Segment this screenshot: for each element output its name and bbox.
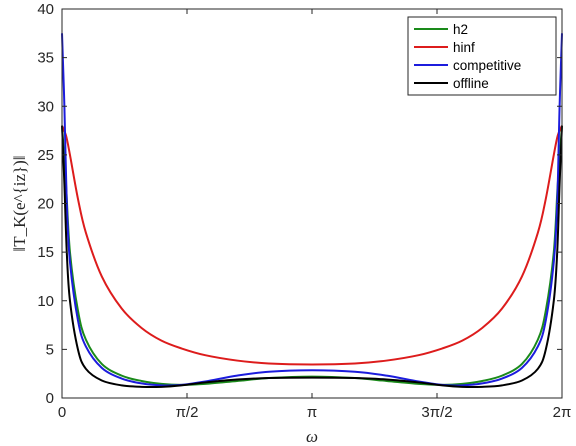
y-axis-label: ‖T_K(e^{iz})‖ (10, 155, 29, 251)
ticks-layer: 0 π/2 π 3π/2 2π 0 5 10 15 20 25 30 35 40 (37, 1, 571, 421)
x-tick-label: 0 (58, 404, 66, 421)
legend-label: h2 (453, 22, 468, 37)
x-tick-label: π (307, 404, 317, 421)
y-tick-label: 30 (37, 98, 54, 115)
legend: h2 hinf competitive offline (407, 16, 557, 96)
y-tick-label: 15 (37, 244, 54, 261)
y-tick-label: 40 (37, 1, 54, 18)
series-line-offline (61, 125, 563, 388)
y-tick-label: 25 (37, 147, 54, 164)
series-layer (61, 33, 563, 388)
y-tick-label: 0 (46, 390, 54, 407)
legend-label: offline (453, 76, 489, 91)
series-line-competitive (61, 33, 563, 387)
y-tick-label: 10 (37, 293, 54, 310)
y-tick-label: 5 (46, 341, 54, 358)
x-tick-label: 3π/2 (421, 404, 452, 421)
series-line-hinf (61, 125, 563, 366)
y-tick-label: 20 (37, 196, 54, 213)
legend-label: hinf (453, 40, 475, 55)
x-axis-label: ω (306, 427, 318, 446)
y-tick-label: 35 (37, 50, 54, 67)
x-tick-label: 2π (553, 404, 572, 421)
legend-label: competitive (453, 58, 521, 73)
x-tick-label: π/2 (176, 404, 199, 421)
